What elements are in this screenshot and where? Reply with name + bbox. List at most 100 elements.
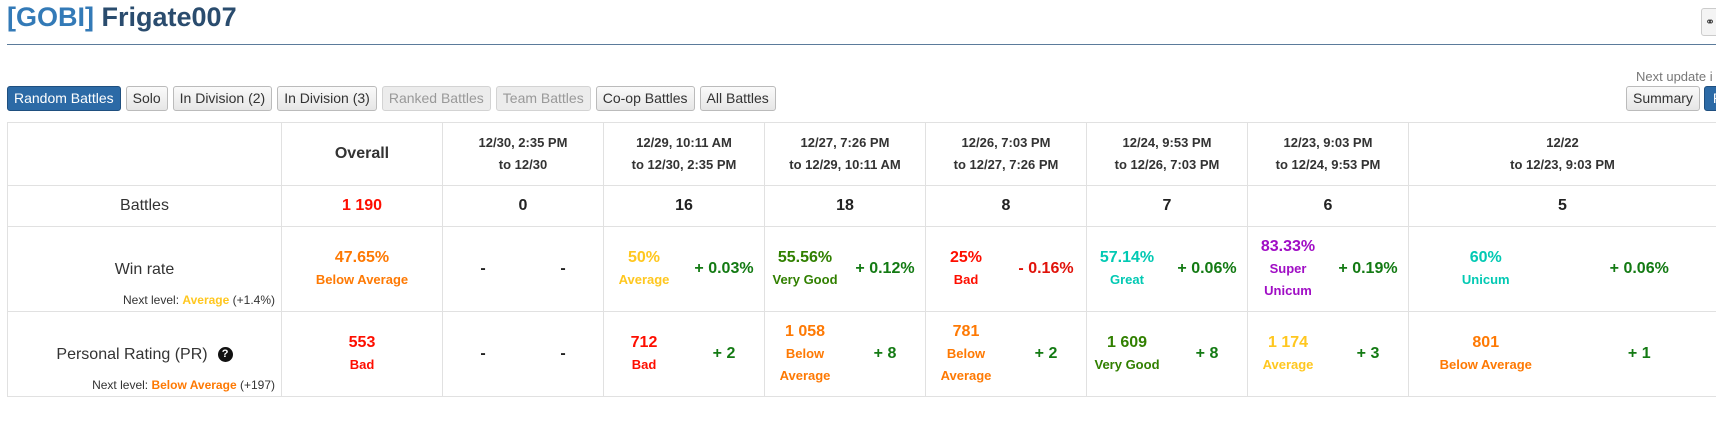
delta-value: + 0.06% <box>1177 260 1237 277</box>
page-title: [GOBI] Frigate007 <box>7 2 237 33</box>
battles-value-cell: 16 <box>603 185 765 227</box>
rating-label: Great <box>1110 272 1144 287</box>
value-group: 47.65% Below Average <box>283 247 442 291</box>
delta-value: + 0.19% <box>1338 260 1398 277</box>
rating-label: Below Average <box>779 346 831 383</box>
delta-value: + 0.03% <box>694 260 754 277</box>
header-line1: Overall <box>334 145 390 162</box>
next-update-text: Next update i <box>1636 69 1713 84</box>
value-group: 57.14% Great <box>1088 247 1168 291</box>
stat-value: 801 <box>1472 334 1500 351</box>
cell-content: -- <box>444 313 603 396</box>
personal-rating-cell: 712 Bad + 2 <box>603 311 765 397</box>
summary-button[interactable]: Summary <box>1626 86 1700 111</box>
cell-content: 83.33% Super Unicum + 0.19% <box>1249 228 1408 311</box>
battles-label: Battles <box>7 185 282 227</box>
win-rate-cell: 50% Average + 0.03% <box>603 226 765 312</box>
win-rate-label-cell: Win rate Next level: Average (+1.4%) <box>7 226 282 312</box>
cell-content: 25% Bad - 0.16% <box>927 228 1086 311</box>
rating-label: Average <box>618 272 670 287</box>
win-rate-cell: -- <box>442 226 604 312</box>
question-circle-icon[interactable]: ? <box>217 347 233 362</box>
delta-value: + 0.06% <box>1609 260 1669 277</box>
battles-value-cell: 5 <box>1408 185 1716 227</box>
partial-view-button[interactable]: P <box>1703 86 1716 111</box>
filter-in-division-2-button[interactable]: In Division (2) <box>172 86 273 111</box>
stat-value: 1 174 <box>1267 334 1309 351</box>
header-line1: 12/26, 7:03 PM <box>961 135 1051 150</box>
personal-rating-label-cell: Personal Rating (PR)? Next level: Below … <box>7 311 282 397</box>
binoculars-icon[interactable]: ⚭ <box>1701 8 1716 36</box>
win-rate-cell: 55.56% Very Good + 0.12% <box>764 226 926 312</box>
header-period-3: 12/27, 7:26 PM to 12/29, 10:11 AM <box>764 122 926 186</box>
win-rate-cell: 60% Unicum + 0.06% <box>1408 226 1716 312</box>
cell-content: -- <box>444 228 603 311</box>
rating-label: Bad <box>953 272 979 287</box>
header-line1: 12/24, 9:53 PM <box>1122 135 1212 150</box>
title-divider <box>7 44 1716 45</box>
rating-label: Super Unicum <box>1264 261 1312 298</box>
cell-content: 60% Unicum + 0.06% <box>1410 228 1716 311</box>
value-group: 55.56% Very Good <box>766 247 846 291</box>
filter-random-battles-button[interactable]: Random Battles <box>7 86 121 111</box>
next-level-name: Below Average <box>151 378 237 392</box>
filter-in-division-3-button[interactable]: In Division (3) <box>277 86 377 111</box>
cell-content: 50% Average + 0.03% <box>605 228 764 311</box>
personal-rating-cell: 553 Bad <box>281 311 443 397</box>
header-period-5: 12/24, 9:53 PM to 12/26, 7:03 PM <box>1086 122 1248 186</box>
stat-value: 1 609 <box>1106 334 1148 351</box>
dash-left: - <box>480 345 486 362</box>
personal-rating-cell: 801 Below Average + 1 <box>1408 311 1716 397</box>
header-line2: to 12/23, 9:03 PM <box>1510 157 1615 172</box>
rating-label: Below Average <box>1439 357 1532 372</box>
value-group: 50% Average <box>605 247 685 291</box>
value-group: 1 174 Average <box>1249 332 1329 376</box>
delta-value: + 8 <box>873 345 897 362</box>
header-line2: to 12/30, 2:35 PM <box>631 157 737 172</box>
win-rate-cell: 57.14% Great + 0.06% <box>1086 226 1248 312</box>
value-group: 60% Unicum <box>1410 247 1563 291</box>
cell-content: 47.65% Below Average <box>283 228 442 311</box>
header-line2: to 12/30 <box>498 157 548 172</box>
battles-value-cell: 18 <box>764 185 926 227</box>
player-name: Frigate007 <box>101 2 237 32</box>
cell-content: 1 174 Average + 3 <box>1249 313 1408 396</box>
stat-value: 47.65% <box>334 249 390 266</box>
stat-value: 57.14% <box>1099 249 1155 266</box>
value-group: 25% Bad <box>927 247 1007 291</box>
header-line1: 12/29, 10:11 AM <box>636 135 732 150</box>
cell-content: 712 Bad + 2 <box>605 313 764 396</box>
rating-label: Very Good <box>772 272 838 287</box>
dash-right: - <box>560 345 566 362</box>
stat-value: 1 058 <box>784 323 826 340</box>
rating-label: Bad <box>349 357 375 372</box>
delta-value: - 0.16% <box>1018 260 1074 277</box>
clan-tag-link[interactable]: [GOBI] <box>7 2 94 32</box>
next-level-prefix: Next level: <box>123 293 180 307</box>
win-rate-cell: 83.33% Super Unicum + 0.19% <box>1247 226 1409 312</box>
header-period-6: 12/23, 9:03 PM to 12/24, 9:53 PM <box>1247 122 1409 186</box>
filter-co-op-battles-button[interactable]: Co-op Battles <box>595 86 695 111</box>
delta-value: + 2 <box>712 345 736 362</box>
filter-all-battles-button[interactable]: All Battles <box>699 86 776 111</box>
stat-value: 25% <box>949 249 983 266</box>
header-line2: to 12/29, 10:11 AM <box>789 157 901 172</box>
personal-rating-label-wrap: Personal Rating (PR)? <box>9 346 281 364</box>
cell-content: 57.14% Great + 0.06% <box>1088 228 1247 311</box>
win-rate-next-level: Next level: Average (+1.4%) <box>123 293 275 307</box>
stat-value: 55.56% <box>777 249 833 266</box>
delta-value: + 0.12% <box>855 260 915 277</box>
value-group: 553 Bad <box>283 332 442 376</box>
value-group: 781 Below Average <box>927 321 1007 387</box>
header-period-7: 12/22 to 12/23, 9:03 PM <box>1408 122 1716 186</box>
battles-value-cell: 1 190 <box>281 185 443 227</box>
value-group: 83.33% Super Unicum <box>1249 236 1329 302</box>
delta-value: + 3 <box>1356 345 1380 362</box>
header-empty-cell <box>7 122 282 186</box>
next-level-delta: (+197) <box>239 378 275 392</box>
battles-value-cell: 7 <box>1086 185 1248 227</box>
cell-content: 553 Bad <box>283 313 442 396</box>
personal-rating-row: Personal Rating (PR)? Next level: Below … <box>7 311 1716 397</box>
stat-value: 83.33% <box>1260 238 1316 255</box>
filter-solo-button[interactable]: Solo <box>125 86 168 111</box>
